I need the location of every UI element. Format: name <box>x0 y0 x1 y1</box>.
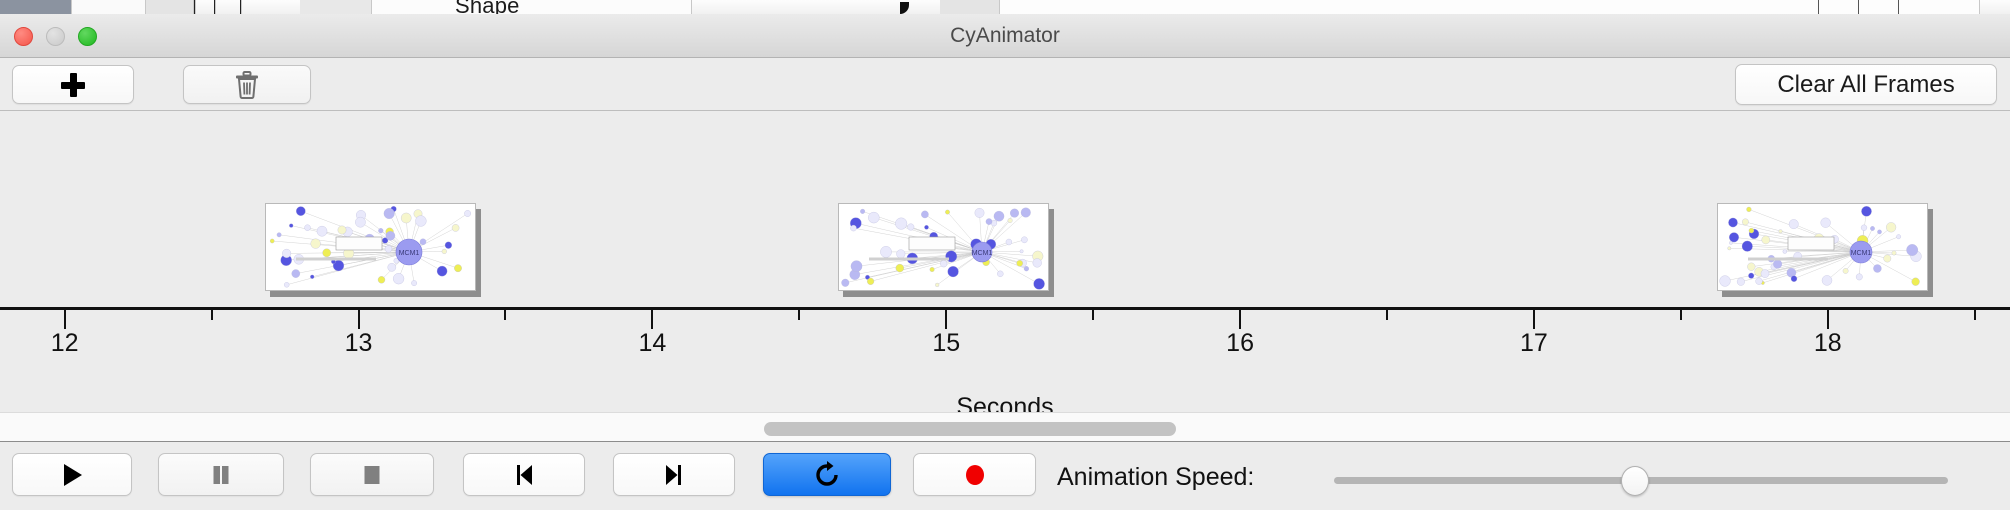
timeline-minor-tick <box>798 310 801 320</box>
stop-icon <box>364 465 380 484</box>
timeline-minor-tick <box>1386 310 1389 320</box>
timeline-minor-tick <box>1679 310 1682 320</box>
toolbar: Clear All Frames <box>0 58 2010 111</box>
playback-bar: Animation Speed: <box>0 443 2010 510</box>
svg-text:MCM1: MCM1 <box>399 250 420 257</box>
timeline-tick-label: 12 <box>50 329 79 357</box>
pause-icon <box>213 465 229 484</box>
skip-end-icon <box>666 464 681 485</box>
background-window-label: Shape <box>455 0 520 14</box>
next-frame-button[interactable] <box>613 453 735 496</box>
timeline-major-tick <box>63 310 66 329</box>
frame-preview: MCM1 <box>1716 203 1928 291</box>
timeline-major-tick <box>651 310 654 329</box>
timeline-major-tick <box>357 310 360 329</box>
timeline-axis-title: Seconds <box>956 393 1054 412</box>
frame-preview: MCM1 <box>838 203 1050 291</box>
play-icon <box>64 463 82 486</box>
timeline-axis <box>0 307 2010 310</box>
record-icon <box>965 464 984 485</box>
close-button[interactable] <box>14 27 33 46</box>
timeline-tick-label: 16 <box>1226 329 1254 357</box>
plus-icon <box>61 72 85 97</box>
frame-thumbnail-2[interactable]: MCM1 <box>838 203 1055 297</box>
loop-icon <box>816 460 838 486</box>
timeline-tick-label: 15 <box>932 329 961 357</box>
timeline-tick-label: 13 <box>344 329 373 357</box>
stop-button[interactable] <box>310 453 434 496</box>
skip-start-icon <box>517 464 532 485</box>
clear-all-frames-button[interactable]: Clear All Frames <box>1735 64 1997 105</box>
zoom-button[interactable] <box>78 27 97 46</box>
play-button[interactable] <box>12 453 132 496</box>
background-window-strip: Shape <box>0 0 2010 14</box>
frame-thumbnail-3[interactable]: MCM1 <box>1716 203 1933 297</box>
animation-speed-label: Animation Speed: <box>1057 463 1255 491</box>
frame-preview: MCM1 <box>265 203 477 291</box>
timeline-scrollbar[interactable] <box>0 412 2010 442</box>
window-title: CyAnimator <box>950 24 1060 47</box>
timeline-minor-tick <box>504 310 507 320</box>
timeline-scrollbar-thumb[interactable] <box>764 422 1176 436</box>
timeline-major-tick <box>945 310 948 329</box>
trash-icon <box>236 70 258 99</box>
timeline-minor-tick <box>210 310 213 320</box>
timeline-major-tick <box>1239 310 1242 329</box>
delete-frame-button[interactable] <box>183 65 311 104</box>
traffic-lights <box>14 27 97 46</box>
timeline-panel[interactable]: MCM1 MCM1 MCM1 12 13 14 15 16 17 18 Seconds <box>0 111 2010 412</box>
timeline-major-tick <box>1826 310 1829 329</box>
timeline-minor-tick <box>1973 310 1976 320</box>
pause-button[interactable] <box>158 453 284 496</box>
animation-speed-slider-knob[interactable] <box>1620 466 1649 496</box>
record-button[interactable] <box>913 453 1036 496</box>
timeline-tick-label: 18 <box>1813 329 1842 357</box>
timeline-minor-tick <box>1092 310 1095 320</box>
timeline-tick-label: 17 <box>1520 329 1548 357</box>
timeline-major-tick <box>1532 310 1535 329</box>
svg-text:MCM1: MCM1 <box>972 250 993 257</box>
minimize-button[interactable] <box>46 27 65 46</box>
timeline-tick-label: 14 <box>638 329 667 357</box>
add-frame-button[interactable] <box>12 65 134 104</box>
title-bar: CyAnimator <box>0 14 2010 58</box>
svg-text:MCM1: MCM1 <box>1851 250 1872 257</box>
loop-button[interactable] <box>763 453 891 496</box>
frame-thumbnail-1[interactable]: MCM1 <box>265 203 482 297</box>
previous-frame-button[interactable] <box>463 453 585 496</box>
